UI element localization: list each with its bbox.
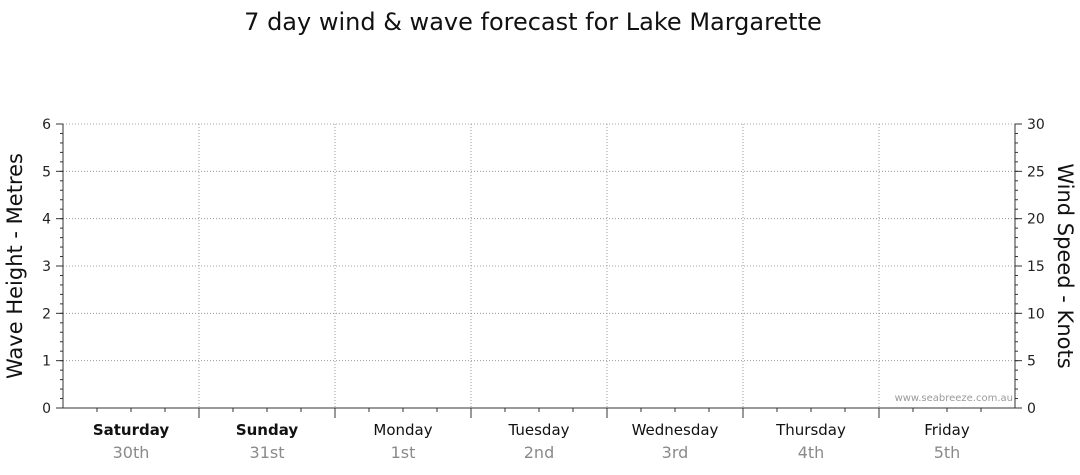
- day-name-label: Thursday: [775, 421, 846, 439]
- axes: [62, 124, 1016, 418]
- left-tick-label: 4: [42, 212, 51, 228]
- day-date-label: 2nd: [524, 443, 554, 462]
- grid-lines: [63, 123, 1015, 408]
- right-tick-label: 10: [1027, 306, 1045, 322]
- right-axis-ticks: 0 5 10 15 20 25 30: [1015, 117, 1045, 417]
- day-name-label: Saturday: [93, 421, 170, 439]
- day-date-label: 3rd: [662, 443, 689, 462]
- day-date-label: 5th: [934, 443, 961, 462]
- right-tick-label: 15: [1027, 259, 1045, 275]
- chart-title: 7 day wind & wave forecast for Lake Marg…: [244, 8, 822, 36]
- day-name-label: Friday: [924, 421, 970, 439]
- right-axis-title: Wind Speed - Knots: [1053, 163, 1077, 368]
- right-tick-label: 30: [1027, 117, 1045, 133]
- day-labels: Saturday 30th Sunday 31st Monday 1st Tuesday 2n…: [93, 421, 970, 462]
- day-date-label: 31st: [250, 443, 285, 462]
- left-tick-label: 2: [42, 306, 51, 322]
- right-tick-label: 0: [1027, 401, 1036, 417]
- day-date-label: 30th: [113, 443, 150, 462]
- left-tick-label: 0: [42, 401, 51, 417]
- watermark-text: www.seabreeze.com.au: [895, 393, 1013, 404]
- left-tick-label: 1: [42, 354, 51, 370]
- day-name-label: Monday: [373, 421, 432, 439]
- left-axis-ticks: 0 1 2 3 4 5 6: [42, 117, 63, 417]
- day-name-label: Wednesday: [632, 421, 719, 439]
- right-tick-label: 20: [1027, 212, 1045, 228]
- left-tick-label: 5: [42, 164, 51, 180]
- day-date-label: 4th: [798, 443, 825, 462]
- day-name-label: Sunday: [236, 421, 299, 439]
- left-tick-label: 3: [42, 259, 51, 275]
- day-date-label: 1st: [391, 443, 416, 462]
- right-tick-label: 5: [1027, 354, 1036, 370]
- left-axis-title: Wave Height - Metres: [3, 153, 27, 379]
- right-tick-label: 25: [1027, 164, 1045, 180]
- left-tick-label: 6: [42, 117, 51, 133]
- day-name-label: Tuesday: [507, 421, 569, 439]
